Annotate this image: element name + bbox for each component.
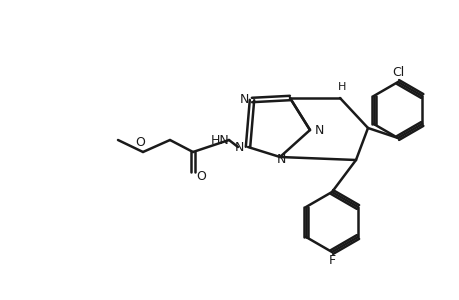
- Text: N: N: [239, 92, 248, 106]
- Text: F: F: [328, 254, 335, 266]
- Text: O: O: [135, 136, 145, 148]
- Text: Cl: Cl: [391, 65, 403, 79]
- Text: N: N: [313, 124, 323, 136]
- Text: H: H: [337, 82, 346, 92]
- Text: HN: HN: [210, 134, 229, 146]
- Text: O: O: [196, 170, 206, 184]
- Text: N: N: [234, 140, 243, 154]
- Text: N: N: [276, 152, 285, 166]
